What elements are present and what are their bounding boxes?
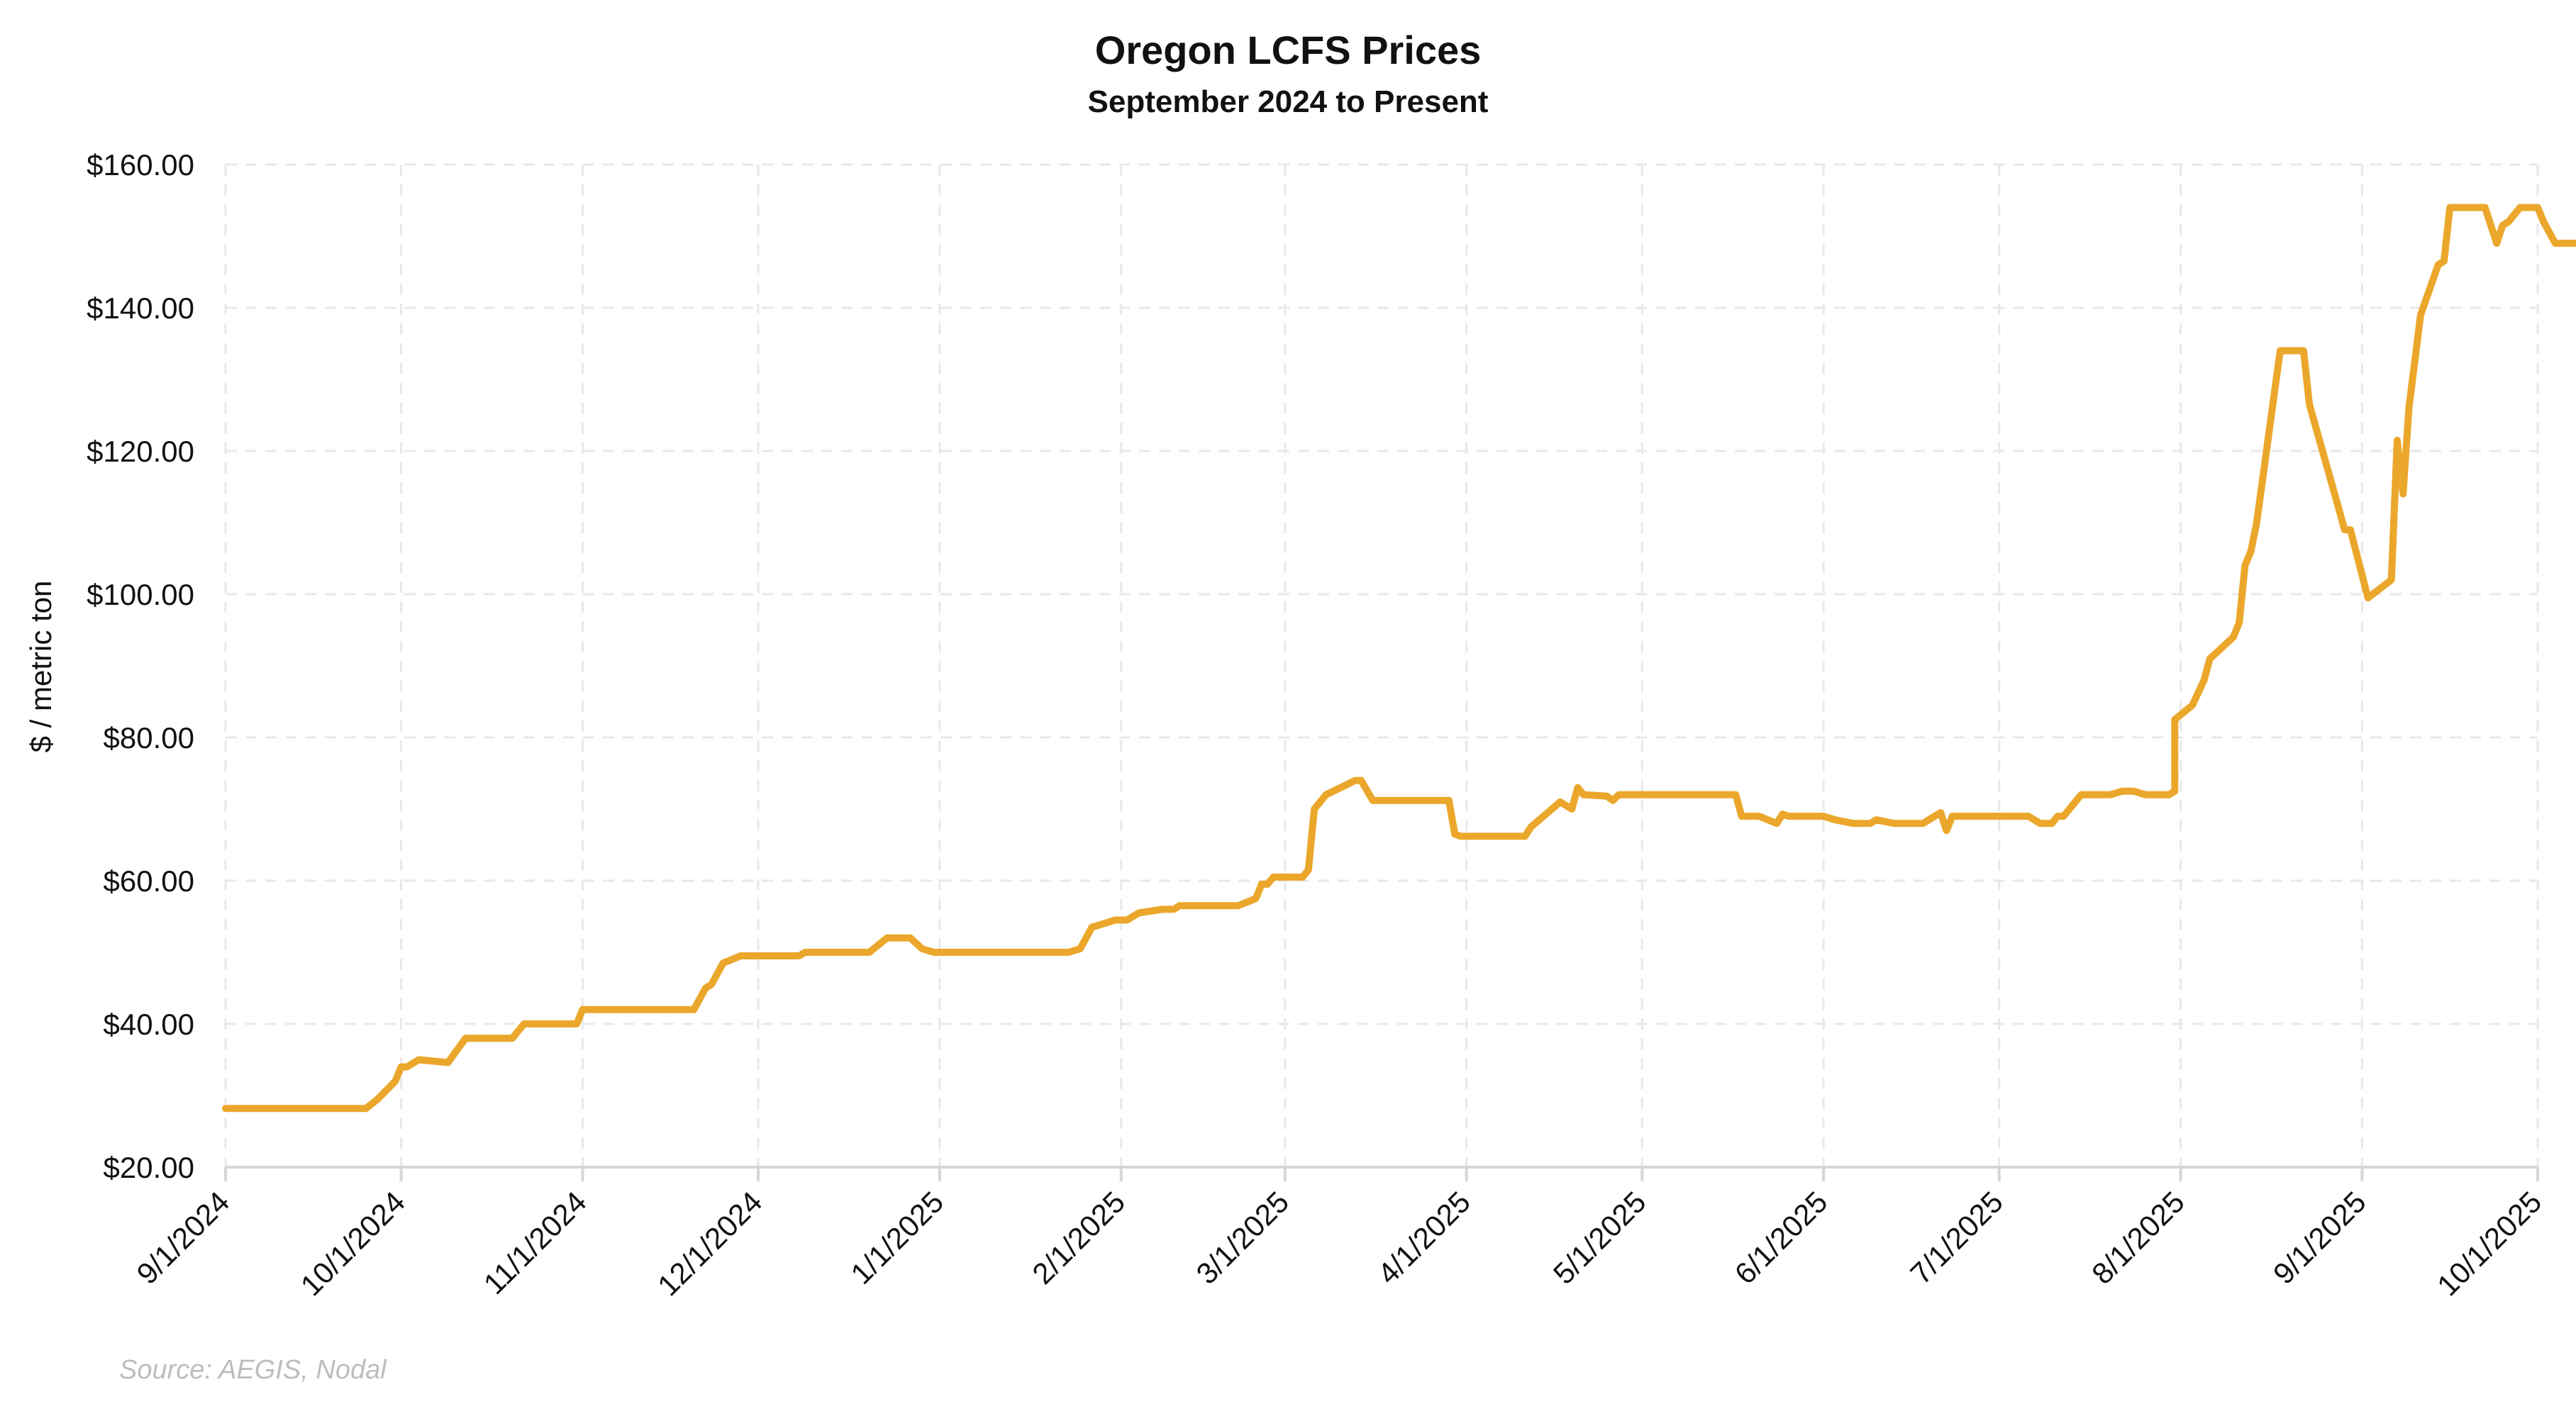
source-note: Source: AEGIS, Nodal <box>119 1355 387 1385</box>
x-tick-label: 3/1/2025 <box>1189 1185 1295 1291</box>
y-axis: $20.00 $40.00 $60.00 $80.00 $100.00 $120.00 $1… <box>87 148 194 1184</box>
x-tick-label: 1/1/2025 <box>844 1185 950 1291</box>
gridlines <box>224 163 2539 1167</box>
chart-title: Oregon LCFS Prices <box>1095 28 1482 72</box>
x-tick-label: 9/1/2024 <box>131 1185 236 1291</box>
x-tick-label: 2/1/2025 <box>1026 1185 1131 1291</box>
x-axis: 9/1/2024 10/1/2024 11/1/2024 12/1/2024 1/1/2… <box>131 1167 2548 1302</box>
y-axis-label: $ / metric ton <box>24 581 57 753</box>
x-tick-label: 7/1/2025 <box>1904 1185 2009 1291</box>
x-tick-label: 10/1/2025 <box>2431 1185 2548 1302</box>
x-tick-label: 9/1/2025 <box>2267 1185 2372 1291</box>
y-tick-label: $20.00 <box>104 1151 194 1184</box>
y-tick-label: $80.00 <box>104 721 194 754</box>
x-tick-label: 11/1/2024 <box>477 1185 593 1300</box>
series-line-oregon-lcfs-price <box>222 204 2576 1113</box>
x-tick-label: 12/1/2024 <box>651 1185 768 1302</box>
y-tick-label: $40.00 <box>104 1008 194 1041</box>
x-tick-label: 6/1/2025 <box>1728 1185 1834 1291</box>
y-tick-label: $160.00 <box>87 148 194 182</box>
x-tick-label: 10/1/2024 <box>294 1185 411 1302</box>
y-tick-label: $140.00 <box>87 291 194 325</box>
y-tick-label: $120.00 <box>87 435 194 468</box>
x-tick-label: 5/1/2025 <box>1547 1185 1653 1291</box>
y-tick-label: $60.00 <box>104 864 194 898</box>
chart-subtitle: September 2024 to Present <box>1088 84 1489 119</box>
y-tick-label: $100.00 <box>87 578 194 611</box>
x-tick-label: 4/1/2025 <box>1371 1185 1477 1291</box>
x-tick-label: 8/1/2025 <box>2085 1185 2191 1291</box>
